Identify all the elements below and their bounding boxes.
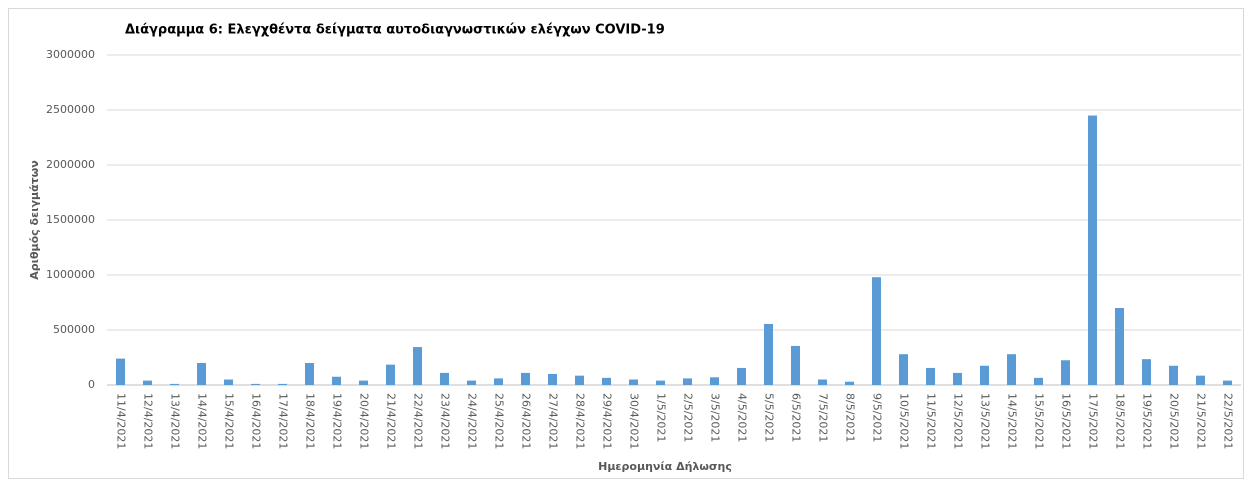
bar bbox=[494, 378, 503, 385]
bar bbox=[1223, 380, 1232, 385]
x-tick-label: 22/5/2021 bbox=[1222, 393, 1235, 449]
x-tick-label: 12/5/2021 bbox=[952, 393, 965, 449]
x-tick-label: 29/4/2021 bbox=[601, 393, 614, 449]
bar bbox=[1115, 308, 1124, 385]
bar bbox=[548, 374, 557, 385]
bar bbox=[116, 358, 125, 385]
x-tick-label: 18/4/2021 bbox=[304, 393, 317, 449]
x-tick-label: 7/5/2021 bbox=[817, 393, 830, 442]
y-tick-label: 1500000 bbox=[46, 213, 95, 226]
x-tick-label: 5/5/2021 bbox=[763, 393, 776, 442]
bar bbox=[737, 367, 746, 385]
x-tick-label: 11/5/2021 bbox=[925, 393, 938, 449]
bar bbox=[170, 383, 179, 385]
x-tick-label: 27/4/2021 bbox=[547, 393, 560, 449]
x-tick-label: 6/5/2021 bbox=[790, 393, 803, 442]
bar bbox=[953, 372, 962, 385]
y-tick-label: 1000000 bbox=[46, 268, 95, 281]
x-tick-label: 11/4/2021 bbox=[115, 393, 128, 449]
y-tick-label: 3000000 bbox=[46, 48, 95, 61]
bar bbox=[1034, 377, 1043, 385]
bar bbox=[413, 347, 422, 385]
x-tick-label: 4/5/2021 bbox=[736, 393, 749, 442]
x-tick-label: 13/5/2021 bbox=[979, 393, 992, 449]
x-tick-label: 20/5/2021 bbox=[1168, 393, 1181, 449]
x-tick-label: 19/4/2021 bbox=[331, 393, 344, 449]
bar bbox=[791, 345, 800, 385]
x-tick-label: 12/4/2021 bbox=[142, 393, 155, 449]
x-tick-label: 14/5/2021 bbox=[1006, 393, 1019, 449]
y-tick-label: 2500000 bbox=[46, 103, 95, 116]
bar bbox=[683, 378, 692, 385]
x-tick-label: 22/4/2021 bbox=[412, 393, 425, 449]
x-tick-label: 15/4/2021 bbox=[223, 393, 236, 449]
x-tick-label: 17/4/2021 bbox=[277, 393, 290, 449]
bar bbox=[764, 323, 773, 385]
y-tick-label: 0 bbox=[88, 378, 95, 391]
y-tick-label: 500000 bbox=[53, 323, 95, 336]
bar bbox=[872, 277, 881, 385]
bar bbox=[1169, 365, 1178, 385]
x-tick-label: 10/5/2021 bbox=[898, 393, 911, 449]
bar bbox=[1061, 360, 1070, 385]
bar bbox=[224, 379, 233, 385]
bar bbox=[521, 372, 530, 385]
x-tick-label: 28/4/2021 bbox=[574, 393, 587, 449]
bar bbox=[467, 380, 476, 385]
bar bbox=[1196, 375, 1205, 385]
x-tick-label: 25/4/2021 bbox=[493, 393, 506, 449]
bar bbox=[602, 377, 611, 385]
bar bbox=[359, 380, 368, 385]
bar bbox=[1142, 359, 1151, 385]
x-tick-label: 1/5/2021 bbox=[655, 393, 668, 442]
bar bbox=[710, 377, 719, 385]
x-tick-label: 8/5/2021 bbox=[844, 393, 857, 442]
bar bbox=[440, 372, 449, 385]
x-tick-label: 13/4/2021 bbox=[169, 393, 182, 449]
bar bbox=[143, 380, 152, 385]
bar bbox=[251, 383, 260, 385]
bar bbox=[629, 379, 638, 385]
x-tick-label: 21/5/2021 bbox=[1195, 393, 1208, 449]
x-tick-label: 18/5/2021 bbox=[1114, 393, 1127, 449]
x-tick-label: 21/4/2021 bbox=[385, 393, 398, 449]
bar bbox=[305, 363, 314, 385]
bar bbox=[197, 363, 206, 385]
x-tick-label: 16/5/2021 bbox=[1060, 393, 1073, 449]
bar bbox=[926, 367, 935, 385]
x-tick-label: 9/5/2021 bbox=[871, 393, 884, 442]
x-tick-label: 20/4/2021 bbox=[358, 393, 371, 449]
x-axis-title: Ημερομηνία Δήλωσης bbox=[598, 460, 732, 473]
x-tick-label: 3/5/2021 bbox=[709, 393, 722, 442]
x-tick-label: 2/5/2021 bbox=[682, 393, 695, 442]
bar bbox=[1007, 354, 1016, 385]
x-tick-label: 15/5/2021 bbox=[1033, 393, 1046, 449]
y-tick-label: 2000000 bbox=[46, 158, 95, 171]
bar bbox=[899, 354, 908, 385]
bar bbox=[278, 383, 287, 385]
bar bbox=[332, 376, 341, 385]
bar bbox=[1088, 115, 1097, 385]
x-tick-label: 24/4/2021 bbox=[466, 393, 479, 449]
x-tick-label: 30/4/2021 bbox=[628, 393, 641, 449]
bar bbox=[818, 379, 827, 385]
bar bbox=[980, 365, 989, 385]
bar bbox=[386, 364, 395, 385]
chart-title: Διάγραμμα 6: Ελεγχθέντα δείγματα αυτοδια… bbox=[125, 23, 665, 38]
x-tick-label: 23/4/2021 bbox=[439, 393, 452, 449]
chart-border bbox=[8, 8, 1244, 479]
x-tick-label: 17/5/2021 bbox=[1087, 393, 1100, 449]
x-tick-label: 16/4/2021 bbox=[250, 393, 263, 449]
x-tick-label: 14/4/2021 bbox=[196, 393, 209, 449]
x-tick-label: 19/5/2021 bbox=[1141, 393, 1154, 449]
bar bbox=[656, 380, 665, 385]
y-axis-title: Αριθμός δειγμάτων bbox=[28, 160, 41, 279]
bar bbox=[575, 375, 584, 385]
bar bbox=[845, 381, 854, 385]
x-tick-label: 26/4/2021 bbox=[520, 393, 533, 449]
